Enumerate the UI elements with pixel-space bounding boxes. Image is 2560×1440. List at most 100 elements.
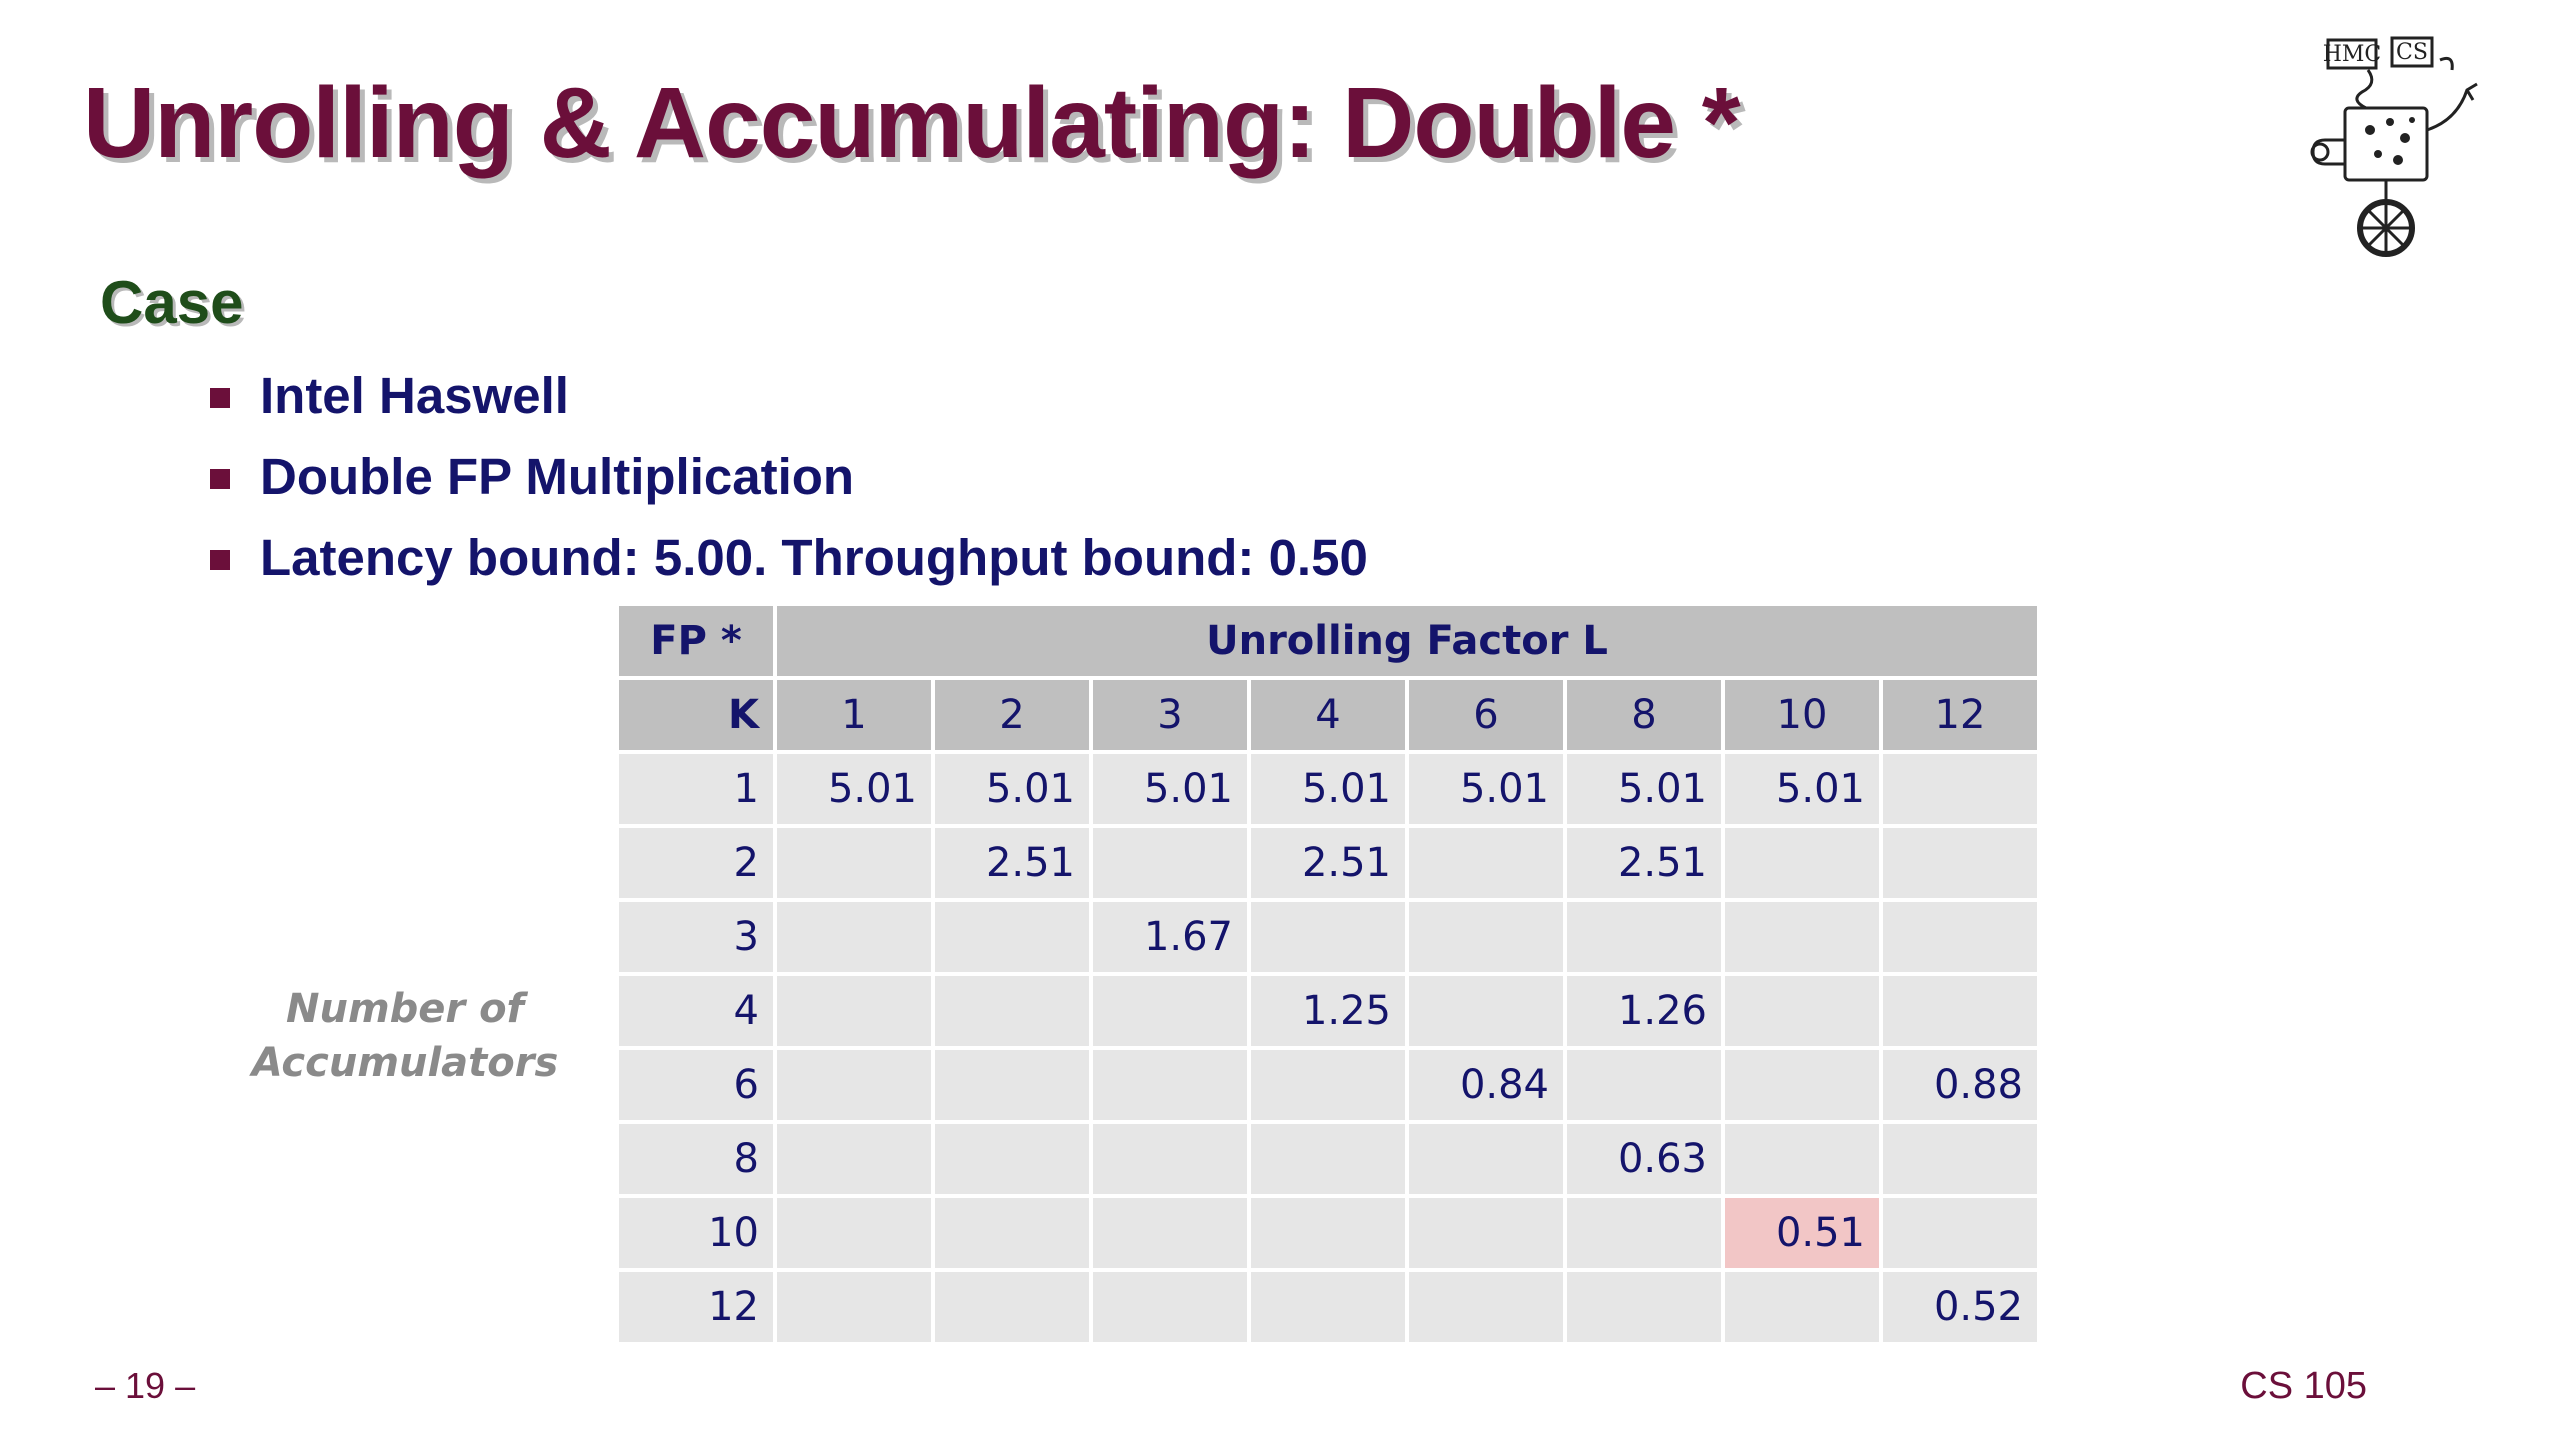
table-cell [1409,1198,1563,1268]
column-header-l: 3 [1093,680,1247,750]
table-cell [1883,754,2037,824]
table-row: 3 1.67 [619,902,2037,972]
table-cell [1409,902,1563,972]
column-header-l: 10 [1725,680,1879,750]
number-of-accumulators-label: Number of Accumulators [245,982,565,1090]
table-header-row: FP * Unrolling Factor L [619,606,2037,676]
table-cell [1567,902,1721,972]
table-cell [1883,976,2037,1046]
table-row: 12 0.52 [619,1272,2037,1342]
table-cell [1251,902,1405,972]
column-header-l: 6 [1409,680,1563,750]
table-cell [1725,902,1879,972]
bullet-item: Double FP Multiplication [210,436,1368,517]
row-header-k: 3 [619,902,773,972]
bullet-text: Latency bound: 5.00. Throughput bound: 0… [260,529,1368,586]
row-header-k: 6 [619,1050,773,1120]
course-label: CS 105 [2240,1365,2367,1407]
table-cell [935,1050,1089,1120]
table-cell [1883,902,2037,972]
table-cell: 5.01 [1567,754,1721,824]
table-cell [777,1050,931,1120]
row-header-k: 1 [619,754,773,824]
column-header-l: 2 [935,680,1089,750]
table-cell [1725,828,1879,898]
table-cell [1093,828,1247,898]
cpe-table: FP * Unrolling Factor L K 1 2 3 4 6 8 10 12 1 5.… [615,602,2041,1346]
table-row: 1 5.01 5.01 5.01 5.01 5.01 5.01 5.01 [619,754,2037,824]
table-cell [1409,1124,1563,1194]
table-cell [1093,976,1247,1046]
table-cell: 0.63 [1567,1124,1721,1194]
table-cell: 0.51 [1725,1198,1879,1268]
table-cell [1883,828,2037,898]
table-cell [1725,1272,1879,1342]
table-cell: 0.88 [1883,1050,2037,1120]
table-cell [1883,1124,2037,1194]
bullet-item: Intel Haswell [210,355,1368,436]
column-header-l: 1 [777,680,931,750]
table-cell [935,902,1089,972]
row-header-k: 8 [619,1124,773,1194]
table-cell [1725,976,1879,1046]
bullet-item: Latency bound: 5.00. Throughput bound: 0… [210,517,1368,598]
unrolling-factor-header: Unrolling Factor L [777,606,2037,676]
side-label-line: Accumulators [251,1040,559,1086]
row-header-k: 12 [619,1272,773,1342]
table-cell: 5.01 [1725,754,1879,824]
bullet-square-icon [210,469,230,489]
table-cell: 5.01 [1251,754,1405,824]
table-cell [1251,1124,1405,1194]
table-row: 8 0.63 [619,1124,2037,1194]
table-cell [1409,1272,1563,1342]
column-header-l: 4 [1251,680,1405,750]
table-cell [1883,1198,2037,1268]
table-cell [1567,1272,1721,1342]
table-cell [1567,1198,1721,1268]
table-cell: 2.51 [935,828,1089,898]
table-cell [777,1198,931,1268]
table-cell [1093,1124,1247,1194]
table-cell [1725,1124,1879,1194]
table-cell [1567,1050,1721,1120]
case-heading: Case [100,269,244,336]
hmc-cs-robot-logo-icon: HMC CS [2310,36,2478,257]
table-cell: 5.01 [1093,754,1247,824]
table-cell: 5.01 [777,754,931,824]
bullet-list: Intel Haswell Double FP Multiplication L… [210,355,1368,598]
table-cell [777,902,931,972]
table-cell: 1.67 [1093,902,1247,972]
bullet-text: Intel Haswell [260,367,569,424]
bullet-square-icon [210,388,230,408]
k-header: K [619,680,773,750]
table-cell [1251,1272,1405,1342]
table-cell [777,976,931,1046]
table-cell [1093,1050,1247,1120]
table-cell: 1.26 [1567,976,1721,1046]
table-row: 10 0.51 [619,1198,2037,1268]
slide-title: Unrolling & Accumulating: Double * [83,67,1741,179]
row-header-k: 2 [619,828,773,898]
table-cell [777,1272,931,1342]
table-cell: 1.25 [1251,976,1405,1046]
column-header-l: 12 [1883,680,2037,750]
row-header-k: 10 [619,1198,773,1268]
bullet-square-icon [210,550,230,570]
table-cell [935,1198,1089,1268]
table-cell [1409,828,1563,898]
table-cell [1093,1272,1247,1342]
table-cell [1251,1198,1405,1268]
bullet-text: Double FP Multiplication [260,448,855,505]
table-row: 4 1.25 1.26 [619,976,2037,1046]
table-cell [777,1124,931,1194]
svg-text:HMC: HMC [2323,42,2382,67]
page-number: – 19 – [95,1365,196,1406]
table-row: 6 0.84 0.88 [619,1050,2037,1120]
side-label-line: Number of [286,986,524,1032]
table-cell: 0.52 [1883,1272,2037,1342]
svg-text:CS: CS [2396,40,2428,65]
table-cell: 5.01 [1409,754,1563,824]
column-header-row: K 1 2 3 4 6 8 10 12 [619,680,2037,750]
table-cell [1093,1198,1247,1268]
table-cell [935,1272,1089,1342]
